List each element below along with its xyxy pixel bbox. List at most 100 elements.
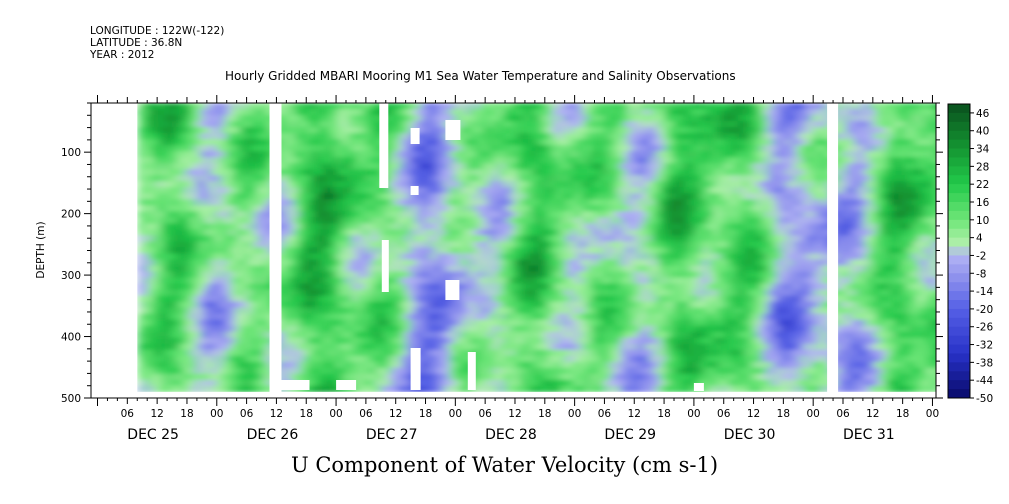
x-day-label: DEC 27	[366, 427, 418, 443]
colorbar-label: -8	[976, 268, 986, 280]
colorbar-label: 28	[976, 161, 989, 173]
colorbar-swatch	[948, 202, 970, 212]
colorbar-swatch	[948, 157, 970, 167]
x-hour-tick-label: 18	[777, 408, 790, 420]
x-hour-tick-label: 00	[687, 408, 700, 420]
longitude-label: LONGITUDE : 122W(-122)	[90, 25, 225, 37]
colorbar-swatch	[948, 317, 970, 328]
x-hour-tick-label: 06	[836, 408, 850, 420]
x-day-label: DEC 30	[724, 427, 776, 443]
colorbar-label: -14	[976, 286, 993, 298]
colorbar-swatch	[948, 112, 970, 123]
y-tick-label: 500	[61, 393, 81, 405]
x-hour-tick-label: 00	[806, 408, 819, 420]
colorbar-swatch	[948, 121, 970, 132]
colorbar-swatch	[948, 219, 970, 230]
x-day-label: DEC 25	[127, 427, 179, 443]
x-hour-tick-label: 12	[866, 408, 879, 420]
x-hour-tick-label: 06	[240, 408, 254, 420]
year-label: YEAR : 2012	[90, 49, 155, 61]
y-tick-label: 100	[61, 147, 81, 159]
colorbar-swatch	[948, 246, 970, 256]
x-hour-tick-label: 18	[896, 408, 909, 420]
x-axis-label: U Component of Water Velocity (cm s-1)	[290, 453, 719, 477]
x-hour-tick-label: 12	[508, 408, 521, 420]
x-hour-tick-label: 06	[478, 408, 492, 420]
header-info: LONGITUDE : 122W(-122) LATITUDE : 36.8N …	[90, 25, 224, 61]
colorbar-label: 40	[976, 126, 989, 138]
colorbar-swatch	[948, 300, 970, 310]
x-hour-tick-label: 00	[210, 408, 223, 420]
colorbar-label: -32	[976, 340, 993, 352]
colorbar-swatch	[948, 335, 970, 345]
colorbar-swatch	[948, 326, 970, 337]
colorbar-swatch	[948, 353, 970, 363]
colorbar-label: -44	[976, 375, 993, 387]
x-hour-tick-label: 00	[329, 408, 342, 420]
latitude-label: LATITUDE : 36.8N	[90, 37, 183, 49]
x-hour-tick-label: 00	[926, 408, 939, 420]
x-day-label: DEC 26	[247, 427, 299, 443]
y-axis: 100 200 300 400 500	[61, 102, 943, 405]
x-hour-tick-label: 12	[389, 408, 402, 420]
colorbar-swatch	[948, 184, 970, 194]
colorbar-label: 22	[976, 179, 989, 191]
x-hour-tick-label: 18	[657, 408, 670, 420]
colorbar-label: -20	[976, 304, 993, 316]
colorbar-label: 34	[976, 144, 990, 156]
y-tick-label: 400	[61, 332, 81, 344]
x-hour-tick-label: 06	[359, 408, 373, 420]
x-hour-tick-label: 00	[568, 408, 581, 420]
colorbar-swatch	[948, 210, 970, 221]
colorbar-label: -50	[976, 393, 993, 405]
x-day-label: DEC 29	[604, 427, 656, 443]
colorbar-swatch	[948, 371, 970, 381]
colorbar-swatch	[948, 255, 970, 265]
x-hour-tick-label: 06	[598, 408, 612, 420]
colorbar-swatch	[948, 166, 970, 176]
colorbar-label: 46	[976, 108, 990, 120]
x-hour-tick-label: 06	[121, 408, 135, 420]
colorbar-swatch	[948, 175, 970, 185]
heatmap-field	[91, 103, 936, 398]
colorbar: 46 40 34 28 22 16 10 4 -2 -8 -14 -20 -26 -32 -38 -44 -50	[947, 103, 993, 405]
colorbar-swatch	[948, 282, 970, 292]
colorbar-swatch	[948, 273, 970, 283]
colorbar-swatch	[948, 237, 970, 247]
colorbar-swatch	[948, 130, 970, 141]
colorbar-swatch	[948, 264, 970, 274]
x-hour-tick-label: 18	[538, 408, 551, 420]
x-hour-tick-label: 18	[180, 408, 193, 420]
x-hour-tick-label: 12	[270, 408, 283, 420]
x-day-label: DEC 28	[485, 427, 537, 443]
x-hour-tick-label: 18	[300, 408, 313, 420]
colorbar-label: 4	[976, 233, 983, 245]
x-hour-tick-label: 12	[628, 408, 641, 420]
colorbar-label: -38	[976, 357, 993, 369]
chart-title: Hourly Gridded MBARI Mooring M1 Sea Wate…	[225, 69, 736, 83]
x-hour-tick-label: 12	[150, 408, 163, 420]
colorbar-swatch	[948, 291, 970, 301]
x-axis: 06 12 18 00 06 12 18 00 06 12 18 00 06 12 18 00 06 12 18 00…	[97, 95, 939, 443]
colorbar-swatch	[948, 380, 970, 390]
colorbar-swatch	[948, 308, 970, 319]
x-day-label: DEC 31	[843, 427, 895, 443]
x-hour-tick-label: 18	[419, 408, 432, 420]
x-hour-tick-label: 00	[449, 408, 462, 420]
colorbar-swatch	[948, 344, 970, 354]
colorbar-swatch	[948, 362, 970, 372]
colorbar-label: 10	[976, 215, 989, 227]
colorbar-label: -26	[976, 322, 993, 334]
y-axis-label: DEPTH (m)	[35, 221, 47, 278]
colorbar-swatch	[948, 139, 970, 149]
colorbar-swatch	[948, 148, 970, 158]
colorbar-swatch	[948, 389, 970, 399]
y-tick-label: 200	[61, 209, 81, 221]
colorbar-label: 16	[976, 197, 990, 209]
colorbar-swatch	[948, 193, 970, 203]
x-hour-tick-label: 06	[717, 408, 731, 420]
y-tick-label: 300	[61, 270, 81, 282]
colorbar-label: -2	[976, 250, 986, 262]
x-hour-tick-label: 12	[747, 408, 760, 420]
